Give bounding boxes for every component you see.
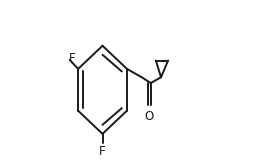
Text: O: O [145, 110, 154, 123]
Text: F: F [69, 52, 75, 65]
Text: F: F [99, 145, 106, 158]
